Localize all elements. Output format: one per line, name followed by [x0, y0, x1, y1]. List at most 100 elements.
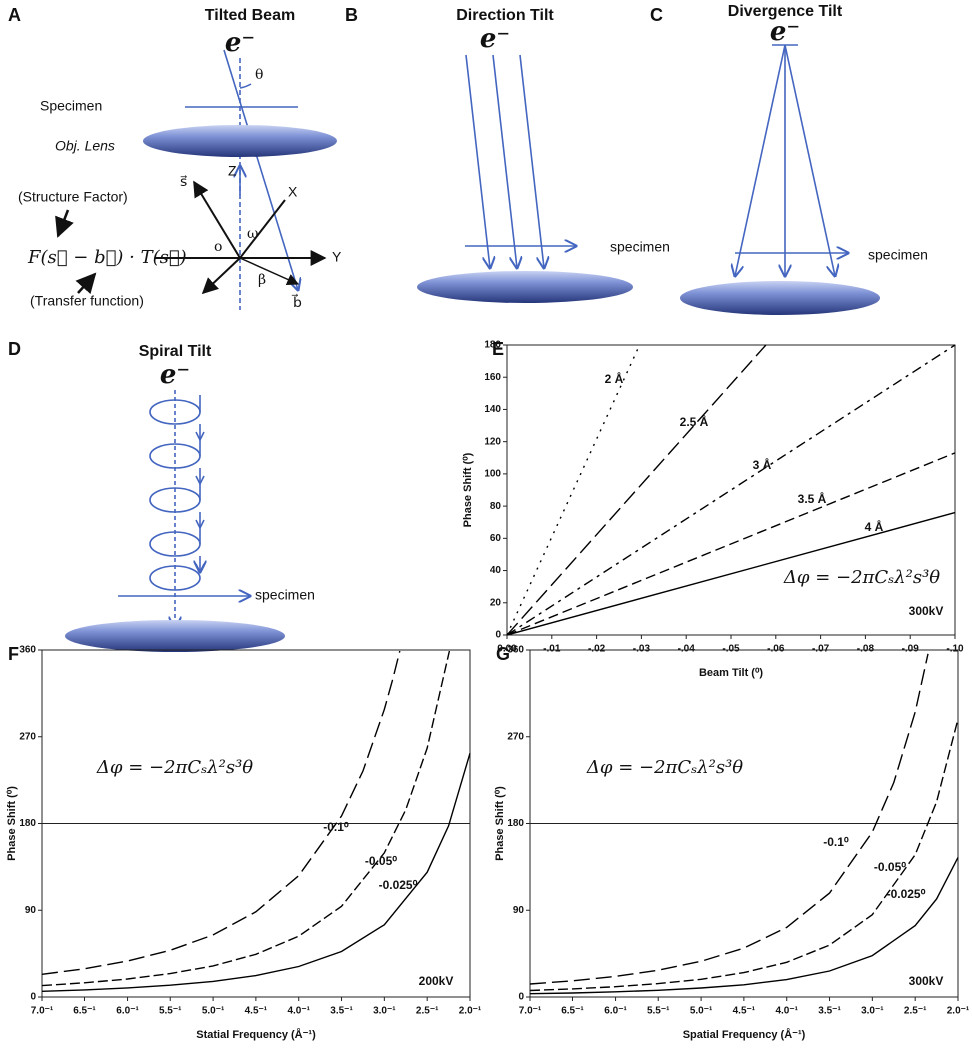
b-vector — [239, 257, 300, 286]
y-tick-label: 80 — [490, 501, 502, 512]
series-label: -0.1⁰ — [323, 820, 349, 834]
x-label: X — [288, 184, 298, 200]
y-tick-label: 360 — [19, 645, 36, 656]
x-tick-label: 4.0⁻¹ — [287, 1006, 310, 1017]
series-line — [529, 653, 929, 985]
transfer-function: (Transfer function) — [30, 293, 144, 309]
x-tick-label: 5.5⁻¹ — [159, 1006, 182, 1017]
panel-label: C — [650, 5, 663, 25]
objective-lens — [417, 271, 633, 303]
series-label: -0.025⁰ — [887, 887, 926, 901]
y-tick-label: 20 — [490, 597, 502, 608]
x-tick-label: 7.0⁻¹ — [31, 1006, 54, 1017]
beta: β — [258, 272, 266, 288]
panel-label: G — [496, 644, 510, 664]
tilted-beam — [223, 49, 298, 290]
lens-label: Obj. Lens — [55, 138, 115, 154]
panel-label: F — [8, 644, 19, 664]
series-line — [41, 753, 471, 992]
beam-ray — [492, 54, 517, 268]
x-tick-label: 2.0⁻¹ — [947, 1006, 970, 1017]
panel-title: Divergence Tilt — [728, 3, 843, 20]
x-axis-title: Spatial Frequency (Å⁻¹) — [683, 1028, 806, 1041]
x-tick-label: 5.5⁻¹ — [647, 1006, 670, 1017]
series-label: -0.05⁰ — [874, 860, 906, 874]
x-tick-label: -.09 — [902, 644, 920, 655]
x-tick-label: 7.0⁻¹ — [519, 1006, 542, 1017]
panel-title: Direction Tilt — [456, 7, 554, 24]
panel-d: D Spiral Tilt e⁻ specimen — [8, 339, 315, 652]
beam-ray — [735, 44, 786, 276]
z-label: Z — [228, 163, 237, 179]
x-tick-label: 2.5⁻¹ — [416, 1006, 439, 1017]
annotation: Δφ = −2πCₛλ²s³θ — [586, 757, 743, 778]
arrow — [75, 272, 97, 295]
y-tick-label: 0 — [30, 992, 36, 1003]
y-tick-label: 0 — [495, 630, 501, 641]
x-tick-label: 6.5⁻¹ — [73, 1006, 96, 1017]
y-tick-label: 180 — [507, 818, 524, 829]
series-line — [506, 452, 956, 636]
b-label: b⃗ — [291, 293, 302, 311]
y-tick-label: 180 — [19, 818, 36, 829]
x-tick-label: -.03 — [633, 644, 651, 655]
annotation: 300kV — [909, 604, 944, 618]
electron: e⁻ — [160, 360, 190, 390]
y-tick-label: 100 — [484, 469, 501, 480]
s-vector — [193, 180, 241, 259]
y-label: Y — [332, 249, 342, 265]
objective-lens — [65, 620, 285, 652]
specimen-label: specimen — [868, 247, 928, 263]
annotation: 200kV — [419, 974, 454, 988]
y-tick-label: 360 — [507, 645, 524, 656]
y-tick-label: 0 — [518, 992, 524, 1003]
panel-label: A — [8, 5, 21, 25]
series-line — [506, 344, 767, 636]
structure-factor: (Structure Factor) — [18, 189, 128, 205]
x-tick-label: 3.5⁻¹ — [330, 1006, 353, 1017]
series-line — [506, 344, 641, 636]
y-tick-label: 270 — [19, 731, 36, 742]
series-label: -0.1⁰ — [823, 835, 849, 849]
panel-label: D — [8, 339, 21, 359]
y-tick-label: 40 — [490, 565, 502, 576]
x-tick-label: -.08 — [857, 644, 875, 655]
objective-lens — [143, 125, 337, 157]
annotation: 300kV — [909, 974, 944, 988]
series-line — [506, 511, 956, 636]
panel-b: B Direction Tilt e⁻ specimen — [345, 5, 670, 303]
arrow — [55, 209, 74, 238]
electron: e⁻ — [225, 28, 255, 58]
x-axis-neg — [201, 257, 241, 295]
y-tick-label: 90 — [25, 905, 37, 916]
y-axis-title: Phase Shift (⁰) — [6, 786, 18, 861]
x-tick-label: -.07 — [812, 644, 830, 655]
x-tick-label: 4.5⁻¹ — [245, 1006, 268, 1017]
y-tick-label: 160 — [484, 372, 501, 383]
x-tick-label: 6.5⁻¹ — [561, 1006, 584, 1017]
panel-title: Tilted Beam — [205, 7, 295, 24]
series-label: -0.025⁰ — [379, 878, 418, 892]
annotation: Δφ = −2πCₛλ²s³θ — [783, 567, 940, 588]
x-tick-label: 3.0⁻¹ — [373, 1006, 396, 1017]
beam-ray — [465, 54, 490, 268]
x-axis — [239, 199, 286, 259]
series-line — [529, 857, 959, 995]
series-label: 2 Å — [605, 371, 624, 386]
objective-lens — [680, 281, 880, 315]
x-tick-label: -.02 — [588, 644, 606, 655]
x-tick-label: -.10 — [946, 644, 964, 655]
theta-arc — [239, 83, 252, 89]
annotation: Δφ = −2πCₛλ²s³θ — [96, 757, 253, 778]
series-label: 2.5 Å — [680, 414, 709, 429]
electron: e⁻ — [770, 17, 800, 47]
series-label: -0.05⁰ — [365, 854, 397, 868]
x-tick-label: -.05 — [722, 644, 740, 655]
y-tick-label: 90 — [513, 905, 525, 916]
x-tick-label: 3.0⁻¹ — [861, 1006, 884, 1017]
x-axis-title: Statial Frequency (Å⁻¹) — [196, 1028, 316, 1041]
y-tick-label: 60 — [490, 533, 502, 544]
y-tick-label: 120 — [484, 436, 501, 447]
panel-a: A Tilted Beam e⁻ θ Specimen Obj. Lens Z … — [8, 5, 342, 311]
